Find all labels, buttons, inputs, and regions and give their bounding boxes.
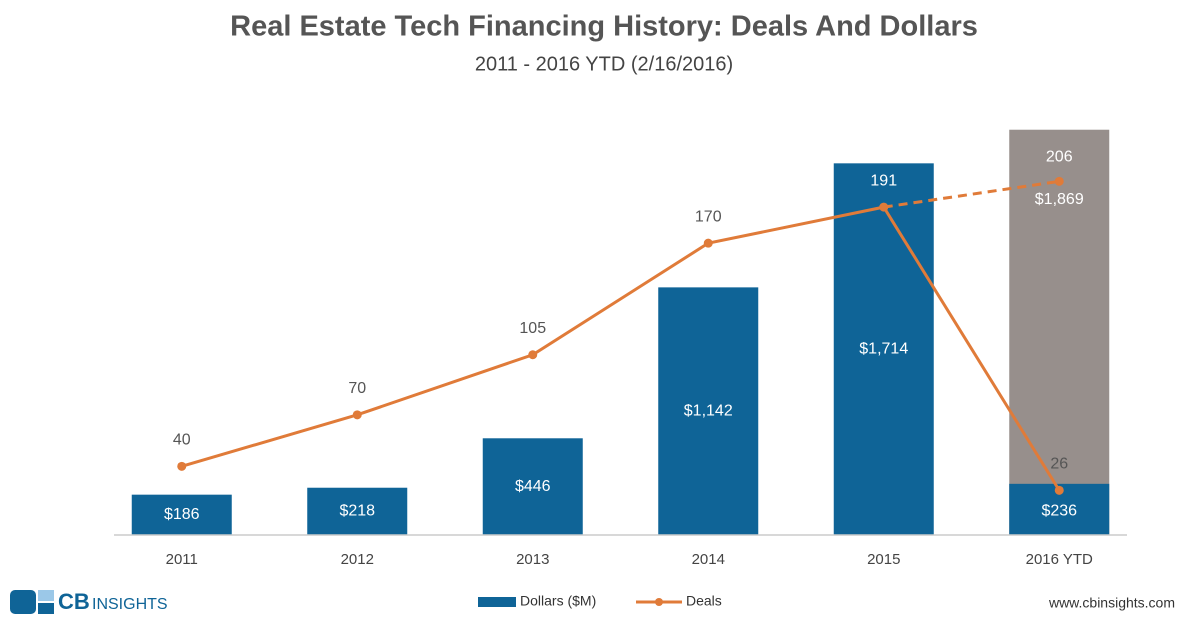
projected-bar-label: $1,869	[1035, 191, 1084, 208]
legend-label: Deals	[686, 593, 722, 609]
bar	[482, 438, 583, 535]
chart-title: Real Estate Tech Financing History: Deal…	[230, 11, 978, 43]
line-point	[879, 202, 889, 212]
line	[181, 205, 1061, 492]
line-label: 191	[870, 172, 897, 189]
x-tick-label: 2016 YTD	[1026, 551, 1093, 568]
legend-label: Dollars ($M)	[520, 593, 596, 609]
x-tick-label: 2012	[341, 551, 374, 568]
x-tick-label: 2013	[516, 551, 549, 568]
source: www.cbinsights.com	[1048, 595, 1175, 611]
x-tick-label: 2015	[867, 551, 900, 568]
line-point	[352, 410, 362, 420]
projected-line-label: 206	[1046, 149, 1073, 166]
line-label: 170	[695, 208, 722, 225]
logo-icon	[38, 590, 54, 601]
projected-bar	[1009, 129, 1110, 535]
logo-text: INSIGHTS	[92, 596, 168, 613]
bar	[131, 494, 232, 535]
logo-icon	[38, 603, 54, 614]
bar-label: $1,142	[684, 402, 733, 419]
line-label: 105	[519, 320, 546, 337]
logo-icon	[10, 590, 36, 614]
bar-label: $1,714	[859, 340, 908, 357]
line-point	[703, 238, 713, 248]
legend-swatch	[655, 598, 663, 606]
logo: CB INSIGHTS	[10, 589, 168, 614]
line-label: 70	[348, 380, 366, 397]
x-tick-label: 2014	[692, 551, 725, 568]
bar-label: $236	[1041, 503, 1077, 520]
bar	[307, 487, 408, 535]
legend-swatch	[478, 597, 516, 607]
x-tick-label: 2011	[166, 551, 198, 568]
bar-label: $446	[515, 478, 551, 495]
line-label: 40	[173, 432, 191, 449]
line-point	[177, 461, 187, 471]
bar-label: $186	[164, 506, 200, 523]
projected-point	[1054, 176, 1064, 186]
bar	[833, 163, 934, 535]
logo-mark: CB	[58, 589, 90, 614]
line-point	[528, 350, 538, 360]
bar-label: $218	[339, 503, 375, 520]
line-point	[1054, 485, 1064, 495]
chart-subtitle: 2011 - 2016 YTD (2/16/2016)	[475, 53, 733, 75]
line-label: 26	[1050, 456, 1068, 473]
bar	[658, 287, 759, 535]
